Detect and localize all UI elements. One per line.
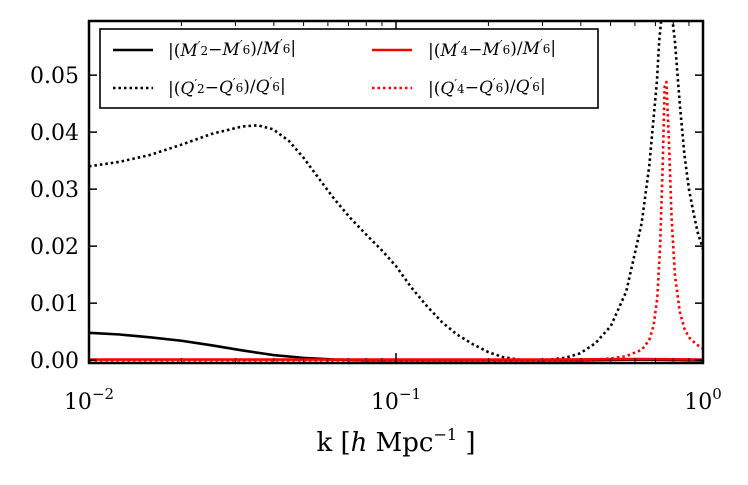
plot-frame [87,19,705,365]
legend: |(M′2−M′6)/M′6| |(Q′2−Q′6)/Q′6| |(M′4−M′6)… [99,28,599,109]
series-line-2 [89,21,703,362]
legend-label-1: |(M′2−M′6)/M′6| [168,37,296,61]
y-tick-label: 0.04 [30,121,79,146]
x-tick-label: 10−1 [371,385,421,415]
legend-label-3: |(M′4−M′6)/M′6| [428,37,556,61]
ticks-layer: 0.00 0.01 0.02 0.03 0.04 0.05 10−2 10−1 100 [30,21,722,415]
y-tick-label: 0.03 [30,178,79,203]
y-tick-label: 0.01 [30,292,79,317]
x-tick-label: 10−2 [64,385,114,415]
legend-entries: |(M′2−M′6)/M′6| |(Q′2−Q′6)/Q′6| |(M′4−M′6)… [113,37,556,99]
series-line-4 [89,80,703,362]
legend-box [99,28,599,109]
series-layer [89,21,703,362]
legend-label-4: |(Q′4−Q′6)/Q′6| [428,75,546,99]
x-axis-label: k [h Mpc−1 ] [316,425,475,458]
x-tick-label: 100 [684,385,722,415]
legend-label-2: |(Q′2−Q′6)/Q′6| [168,75,286,99]
y-tick-label: 0.00 [30,349,79,374]
y-tick-label: 0.05 [30,64,79,89]
y-tick-label: 0.02 [30,235,79,260]
